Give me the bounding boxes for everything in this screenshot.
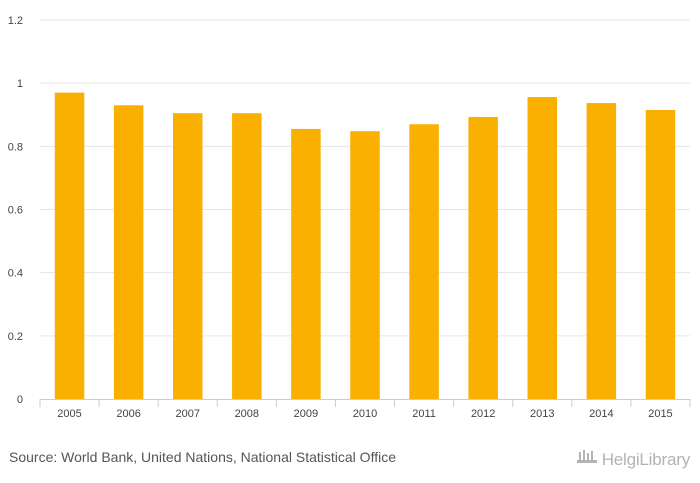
x-tick-label: 2007 [175, 408, 199, 420]
x-tick-label: 2010 [353, 408, 377, 420]
y-tick-label: 0.2 [8, 331, 23, 343]
bar-chart: 00.20.40.60.811.2 2005 2006 2007 2008 2009 20… [8, 15, 691, 420]
x-tick-label: 2014 [589, 408, 613, 420]
bar-2007[interactable] [172, 113, 203, 399]
bar-2010[interactable] [350, 131, 380, 399]
bar-2011[interactable] [409, 124, 439, 399]
x-tick-label: 2012 [471, 408, 495, 420]
y-axis-ticks: 0 0.2 0.4 0.6 0.8 1 1.2 [8, 15, 23, 406]
x-tick-label: 2009 [294, 408, 318, 420]
bar-2005[interactable] [54, 92, 85, 400]
x-tick-label: 2013 [530, 408, 554, 420]
y-tick-label: 0.4 [8, 268, 23, 280]
source-note: Source: World Bank, United Nations, Nati… [9, 449, 396, 465]
library-icon [576, 448, 598, 471]
bar-2009[interactable] [291, 128, 321, 399]
x-tick-label: 2008 [235, 408, 259, 420]
bar-2012[interactable] [468, 116, 498, 400]
y-tick-label: 1.2 [8, 15, 23, 27]
bars [54, 92, 676, 400]
brand-name: HelgiLibrary [601, 449, 691, 469]
x-tick-label: 2011 [412, 408, 436, 420]
x-axis-ticks: 2005 2006 2007 2008 2009 2010 2011 2012 2013 2014… [39, 399, 691, 420]
brand-logo[interactable]: HelgiLibrary [576, 448, 690, 471]
bar-2014[interactable] [586, 103, 617, 400]
x-tick-label: 2015 [648, 408, 672, 420]
x-tick-label: 2005 [57, 408, 81, 420]
y-tick-label: 0.6 [8, 205, 23, 217]
y-tick-label: 0.8 [8, 141, 23, 153]
x-tick-label: 2006 [116, 408, 140, 420]
y-tick-label: 0 [17, 394, 23, 406]
bar-2008[interactable] [232, 113, 262, 399]
y-tick-label: 1 [17, 78, 23, 90]
bar-2013[interactable] [527, 97, 558, 400]
bar-2006[interactable] [113, 105, 144, 400]
bar-2015[interactable] [645, 110, 676, 399]
